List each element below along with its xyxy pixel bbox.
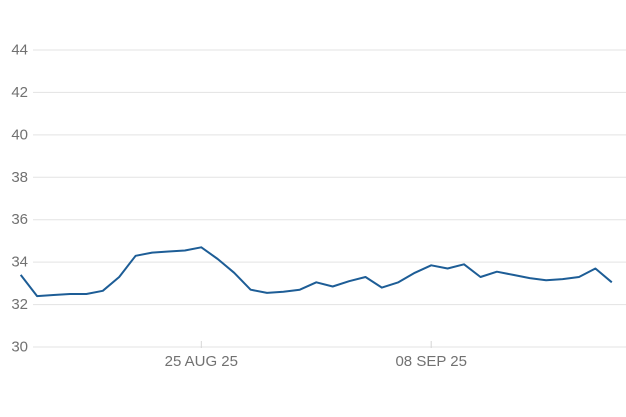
y-axis-label: 32 bbox=[11, 296, 28, 313]
price-line bbox=[19, 246, 613, 298]
y-axis-label: 38 bbox=[11, 169, 28, 186]
y-axis-label: 34 bbox=[11, 254, 28, 271]
y-axis-label: 44 bbox=[11, 42, 28, 59]
x-axis-label: 25 AUG 25 bbox=[165, 353, 238, 370]
y-axis-label: 30 bbox=[11, 339, 28, 356]
x-axis-label: 08 SEP 25 bbox=[395, 353, 466, 370]
x-axis-ticks bbox=[200, 341, 432, 348]
y-axis-label: 40 bbox=[11, 126, 28, 143]
y-axis-labels: 30 32 34 36 38 40 42 44 bbox=[11, 42, 28, 356]
y-axis-label: 36 bbox=[11, 211, 28, 228]
y-axis-label: 42 bbox=[11, 84, 28, 101]
x-axis-labels: 25 AUG 25 08 SEP 25 bbox=[165, 353, 467, 370]
price-line-series bbox=[19, 246, 613, 298]
gridlines bbox=[33, 49, 626, 348]
